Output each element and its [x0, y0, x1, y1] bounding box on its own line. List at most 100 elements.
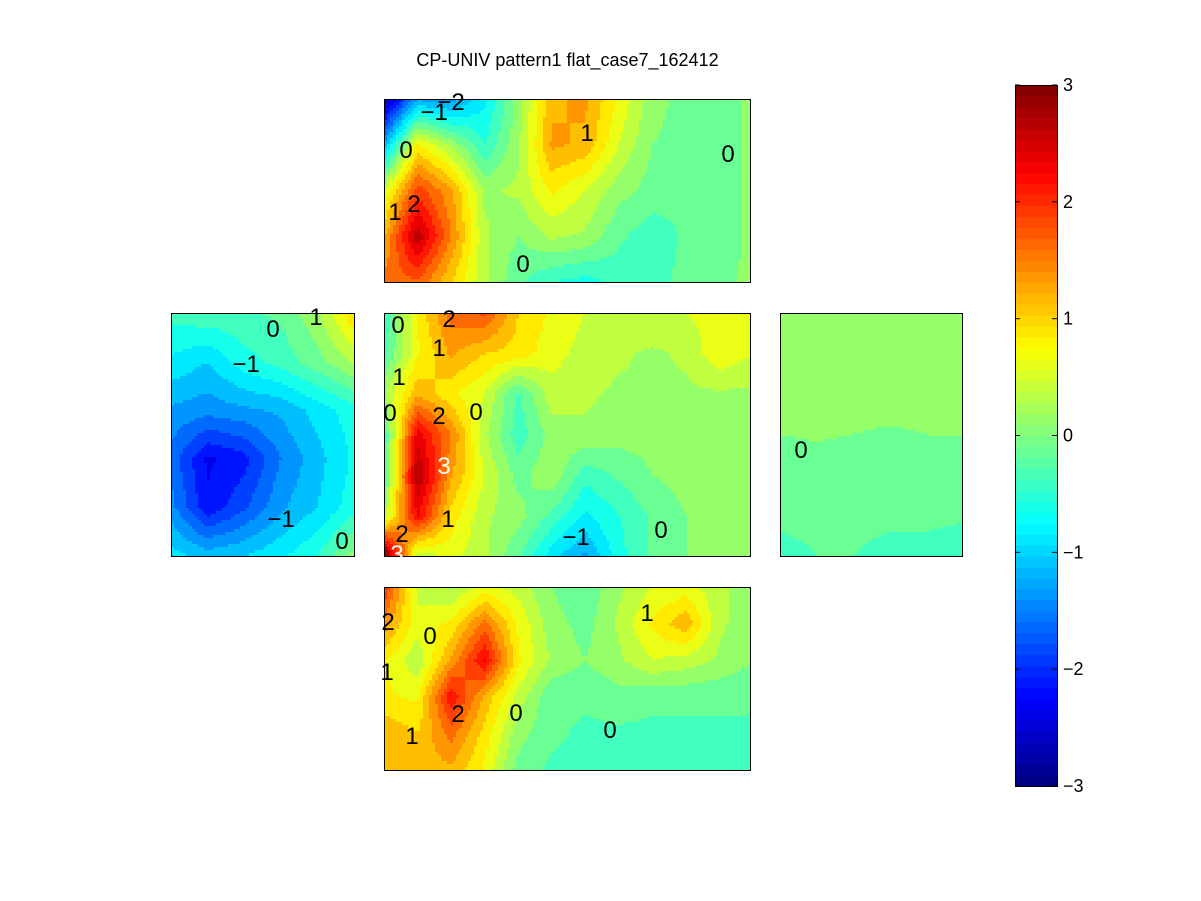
heat-cell — [603, 216, 607, 220]
heat-cell — [456, 207, 460, 211]
heat-cell — [597, 144, 601, 148]
heat-cell — [702, 183, 706, 187]
heat-cell — [678, 120, 682, 124]
heat-cell — [702, 153, 706, 157]
heat-cell — [615, 162, 619, 166]
heat-cell — [747, 168, 751, 172]
heat-cell — [582, 171, 586, 175]
heat-cell — [741, 168, 745, 172]
heat-cell — [708, 129, 712, 133]
heat-cell — [660, 132, 664, 136]
heat-cell — [498, 192, 502, 196]
heat-cell — [615, 114, 619, 118]
heat-cell — [543, 171, 547, 175]
heat-cell — [486, 135, 490, 139]
heat-cell — [549, 144, 553, 148]
heat-cell — [564, 174, 568, 178]
heat-cell — [444, 210, 448, 214]
heat-cell — [498, 126, 502, 130]
heat-cell — [426, 144, 430, 148]
heat-cell — [588, 165, 592, 169]
heat-cell — [699, 186, 703, 190]
heat-cell — [630, 216, 634, 220]
heat-cell — [534, 162, 538, 166]
heat-cell — [483, 150, 487, 154]
heat-cell — [672, 165, 676, 169]
heat-cell — [501, 210, 505, 214]
heat-cell — [744, 189, 748, 193]
heat-cell — [507, 171, 511, 175]
heat-cell — [588, 183, 592, 187]
heat-cell — [645, 189, 649, 193]
heat-cell — [615, 102, 619, 106]
heat-cell — [489, 144, 493, 148]
heat-cell — [534, 192, 538, 196]
heat-cell — [639, 144, 643, 148]
heat-cell — [561, 144, 565, 148]
heat-cell — [633, 135, 637, 139]
heat-cell — [696, 138, 700, 142]
heat-cell — [576, 114, 580, 118]
heat-cell — [699, 189, 703, 193]
heat-cell — [714, 180, 718, 184]
heat-cell — [492, 216, 496, 220]
heat-cell — [606, 150, 610, 154]
heat-cell — [390, 138, 394, 142]
heat-cell — [525, 213, 529, 217]
heat-cell — [588, 150, 592, 154]
heat-cell — [480, 111, 484, 115]
heat-cell — [537, 168, 541, 172]
heat-cell — [699, 162, 703, 166]
heat-cell — [552, 132, 556, 136]
heat-cell — [636, 141, 640, 145]
heat-cell — [693, 120, 697, 124]
heat-cell — [462, 180, 466, 184]
heat-cell — [693, 135, 697, 139]
heat-cell — [543, 207, 547, 211]
heat-cell — [741, 141, 745, 145]
heat-cell — [495, 219, 499, 223]
heat-cell — [612, 168, 616, 172]
heat-cell — [711, 141, 715, 145]
heat-cell — [561, 195, 565, 199]
heat-cell — [735, 180, 739, 184]
heat-cell — [678, 156, 682, 160]
heat-cell — [603, 168, 607, 172]
heat-cell — [741, 156, 745, 160]
heat-cell — [573, 135, 577, 139]
heat-cell — [456, 168, 460, 172]
heat-cell — [435, 180, 439, 184]
heat-cell — [405, 171, 409, 175]
heat-cell — [429, 141, 433, 145]
heat-cell — [597, 213, 601, 217]
heat-cell — [666, 180, 670, 184]
heat-cell — [465, 195, 469, 199]
heat-cell — [393, 120, 397, 124]
heat-cell — [708, 144, 712, 148]
heat-cell — [660, 207, 664, 211]
heat-cell — [624, 189, 628, 193]
heat-cell — [522, 123, 526, 127]
heat-cell — [678, 204, 682, 208]
heat-cell — [522, 213, 526, 217]
heat-cell — [684, 111, 688, 115]
heat-cell — [672, 216, 676, 220]
heat-cell — [474, 123, 478, 127]
heat-cell — [675, 156, 679, 160]
heat-cell — [561, 108, 565, 112]
heat-cell — [567, 129, 571, 133]
heat-cell — [528, 156, 532, 160]
heat-cell — [678, 117, 682, 121]
heat-cell — [420, 129, 424, 133]
heat-cell — [432, 162, 436, 166]
heat-cell — [714, 216, 718, 220]
heat-cell — [549, 213, 553, 217]
heat-cell — [525, 159, 529, 163]
heat-cell — [561, 207, 565, 211]
heat-cell — [735, 174, 739, 178]
heat-cell — [621, 111, 625, 115]
heat-cell — [543, 216, 547, 220]
heat-cell — [435, 192, 439, 196]
heat-cell — [390, 123, 394, 127]
heat-cell — [465, 123, 469, 127]
